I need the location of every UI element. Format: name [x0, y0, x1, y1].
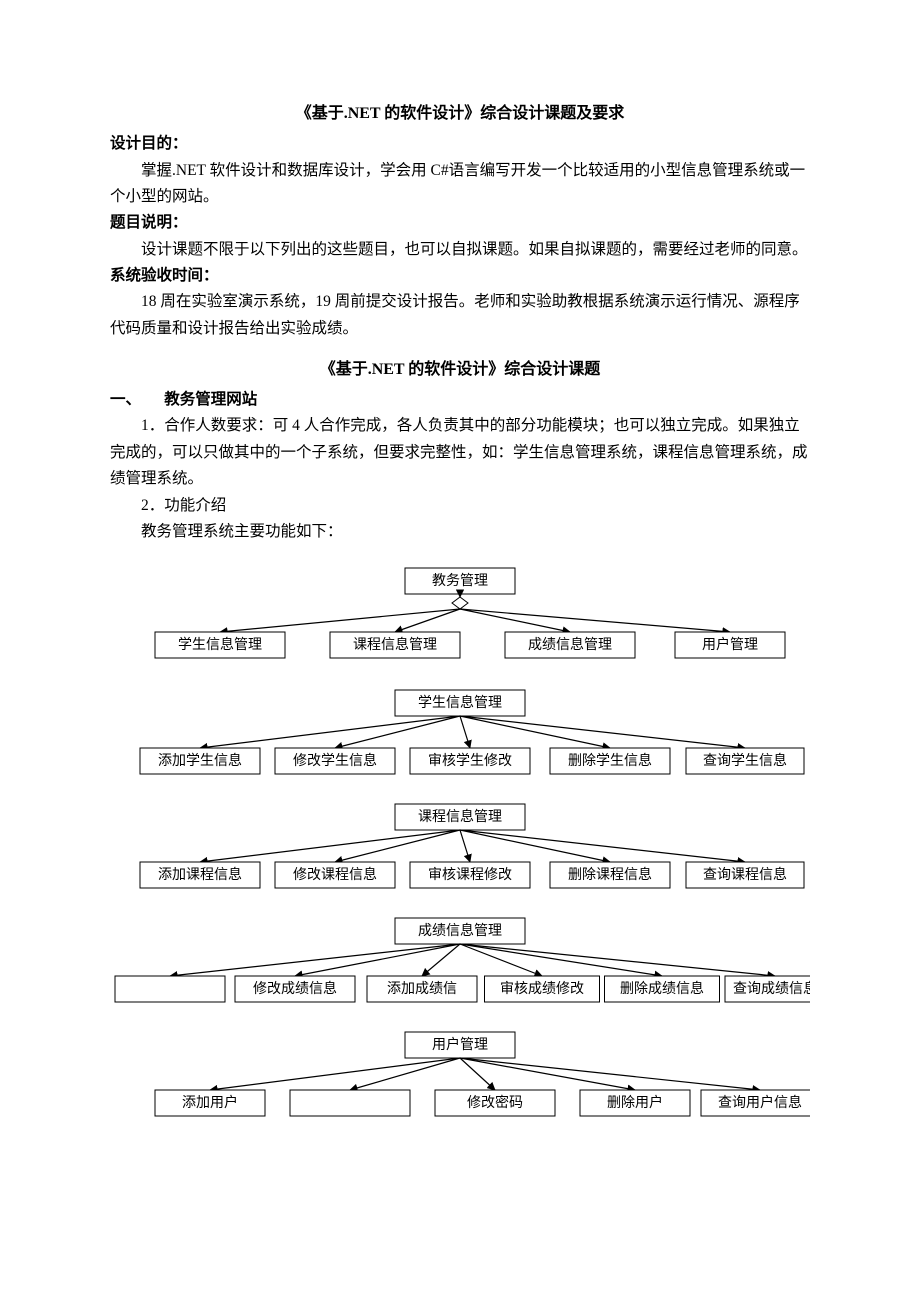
para-goal: 掌握.NET 软件设计和数据库设计，学会用 C#语言编写开发一个比较适用的小型信… [110, 158, 810, 211]
tree-root-label: 学生信息管理 [418, 694, 502, 711]
tree-edge [460, 609, 570, 632]
tree-edge [210, 1058, 460, 1090]
tree-edge [460, 716, 470, 748]
tree-root-label: 课程信息管理 [418, 808, 502, 825]
para-topic: 设计课题不限于以下列出的这些题目，也可以自拟课题。如果自拟课题的，需要经过老师的… [110, 237, 810, 263]
tree-child-label: 用户管理 [702, 636, 758, 653]
tree-edge [460, 716, 745, 748]
tree-child-label: 添加用户 [182, 1094, 238, 1111]
tree-block: 课程信息管理添加课程信息 修改课程信息 审核课程修改 删除课程信息 查询课程信息 [110, 801, 810, 901]
tree-edge [460, 830, 470, 862]
tree-child-label: 添加学生信息 [158, 752, 242, 769]
tree-edge [460, 1058, 495, 1090]
tree-child-label: 修改成绩信息 [253, 980, 337, 997]
tree-edge [460, 944, 775, 976]
tree-child-label: 删除学生信息 [568, 752, 652, 769]
tree-root-label: 教务管理 [432, 573, 488, 589]
para-time: 18 周在实验室演示系统，19 周前提交设计报告。老师和实验助教根据系统演示运行… [110, 289, 810, 342]
tree-child-label: 查询学生信息 [703, 752, 787, 769]
tree-edge [460, 716, 610, 748]
tree-child-label: 修改学生信息 [293, 752, 377, 769]
tree-root-label: 成绩信息管理 [418, 922, 502, 939]
tree-child-label: 查询用户信息 [718, 1094, 802, 1111]
tree-child-label: 审核学生修改 [428, 753, 512, 769]
tree-child-node [115, 976, 225, 1002]
tree-child-label: 添加课程信息 [158, 866, 242, 883]
tree-child-node [290, 1090, 410, 1116]
tree-diagrams: 教务管理学生信息管理课程信息管理成绩信息管理用户管理学生信息管理添加学生信息修改… [110, 563, 810, 1129]
tree-block: 学生信息管理添加学生信息 修改学生信息 审核学生修改 删除学生信息 查询学生信息 [110, 687, 810, 787]
tree-child-label: 删除课程信息 [568, 866, 652, 883]
tree-child-label: 删除用户 [607, 1094, 663, 1111]
tree-child-label: 审核成绩修改 [500, 981, 584, 997]
tree-edge [200, 716, 460, 748]
tree-child-label: 审核课程修改 [428, 867, 512, 883]
tree-edge [460, 830, 745, 862]
tree-edge [460, 609, 730, 632]
tree-child-label: 查询课程信息 [703, 866, 787, 883]
heading-topic: 题目说明： [110, 210, 810, 236]
para-one-b: 2．功能介绍 [110, 493, 810, 519]
tree-root-label: 用户管理 [432, 1036, 488, 1053]
tree-child-label: 删除成绩信息 [620, 980, 704, 997]
tree-child-label: 学生信息管理 [178, 636, 262, 653]
tree-child-label: 添加成绩信 [387, 981, 457, 997]
tree-edge [335, 830, 460, 862]
heading-goal: 设计目的： [110, 131, 810, 157]
tree-edge [200, 830, 460, 862]
tree-child-label: 课程信息管理 [353, 636, 437, 653]
tree-edge [335, 716, 460, 748]
tree-edge [460, 944, 542, 976]
tree-edge [422, 944, 460, 976]
sub-title: 《基于.NET 的软件设计》综合设计课题 [110, 356, 810, 383]
tree-edge [170, 944, 460, 976]
tree-edge [220, 609, 460, 632]
tree-block: 成绩信息管理修改成绩信息 添加成绩信 审核成绩修改 删除成绩信息 查询成绩信息 [110, 915, 810, 1015]
tree-block: 用户管理添加用户 修改密码 删除用户 查询用户信息 [110, 1029, 810, 1129]
tree-child-label: 成绩信息管理 [528, 636, 612, 653]
heading-one: 一、 教务管理网站 [110, 387, 810, 413]
heading-time: 系统验收时间： [110, 263, 810, 289]
main-title: 《基于.NET 的软件设计》综合设计课题及要求 [110, 100, 810, 127]
tree-child-label: 查询成绩信息 [733, 980, 810, 997]
tree-child-label: 修改课程信息 [293, 866, 377, 883]
para-one-c: 教务管理系统主要功能如下： [110, 519, 810, 545]
tree-child-label: 修改密码 [467, 1094, 523, 1111]
para-one-a: 1．合作人数要求：可 4 人合作完成，各人负责其中的部分功能模块；也可以独立完成… [110, 413, 810, 492]
tree-edge [350, 1058, 460, 1090]
tree-block: 教务管理学生信息管理 课程信息管理 成绩信息管理 用户管理 [110, 563, 810, 673]
tree-edge [460, 830, 610, 862]
tree-edge [460, 944, 662, 976]
